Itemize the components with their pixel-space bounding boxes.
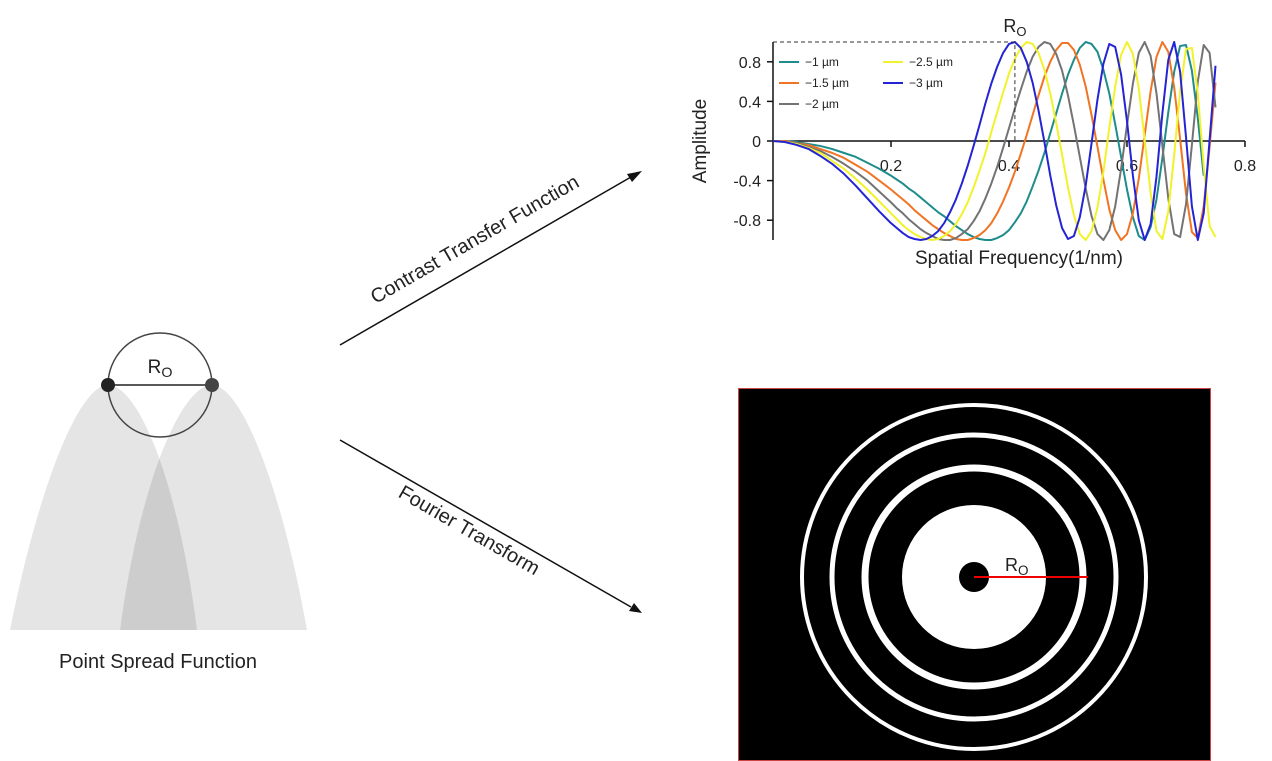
legend-label: −3 µm (909, 76, 943, 90)
fourier-image: RO (739, 389, 1211, 761)
y-tick-label: 0.8 (739, 55, 761, 72)
arrow-line (340, 440, 631, 607)
psf-point (205, 378, 219, 392)
label-base: R (148, 357, 162, 378)
x-tick-label: 0.8 (1234, 158, 1256, 175)
page: RO Point Spread Function Contrast Transf… (0, 0, 1272, 761)
arrow: Fourier Transform (340, 440, 642, 613)
y-tick-label: -0.4 (733, 174, 761, 191)
legend-label: −2.5 µm (909, 55, 953, 69)
legend-label: −2 µm (805, 97, 839, 111)
x-tick-label: 0.2 (880, 158, 902, 175)
psf-radius-label: RO (148, 357, 173, 381)
arrow-label: Fourier Transform (395, 482, 544, 581)
arrow-label: Contrast Transfer Function (367, 171, 583, 308)
psf-lobe (120, 385, 307, 630)
legend-label: −1 µm (805, 55, 839, 69)
psf-point (101, 378, 115, 392)
label-sub: O (1018, 563, 1029, 578)
psf-diagram: RO Point Spread Function (10, 333, 307, 673)
legend-label: −1.5 µm (805, 76, 849, 90)
label-base: R (1005, 555, 1018, 575)
label-sub: O (1016, 24, 1026, 39)
arrow-line (340, 177, 631, 345)
y-tick-label: -0.8 (733, 213, 761, 230)
y-axis-title: Amplitude (690, 99, 711, 184)
ro-marker-label: RO (1003, 16, 1026, 39)
x-tick-label: 0.6 (1116, 158, 1138, 175)
label-sub: O (161, 365, 172, 381)
arrow-head (629, 603, 642, 613)
x-axis-title: Spatial Frequency(1/nm) (915, 248, 1123, 269)
y-tick-label: 0 (752, 134, 761, 151)
psf-label: Point Spread Function (59, 651, 257, 673)
label-base: R (1003, 16, 1016, 36)
arrow: Contrast Transfer Function (340, 171, 642, 345)
y-tick-label: 0.4 (739, 94, 761, 111)
arrow-head (627, 171, 642, 182)
